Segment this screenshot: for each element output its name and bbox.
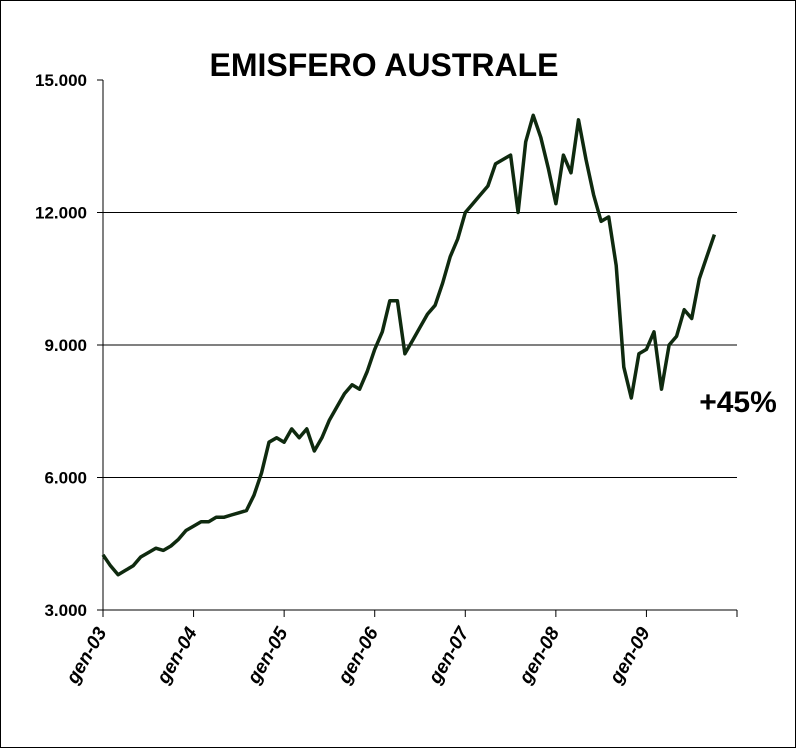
- chart-title: EMISFERO AUSTRALE: [209, 47, 558, 83]
- y-tick-label: 6.000: [44, 469, 87, 488]
- line-series: [101, 113, 717, 577]
- y-tick-label: 9.000: [44, 336, 87, 355]
- annotation: +45%: [699, 386, 777, 419]
- y-tick-label: 12.000: [35, 204, 87, 223]
- y-tick-label: 15.000: [35, 71, 87, 90]
- y-tick-label: 3.000: [44, 601, 87, 620]
